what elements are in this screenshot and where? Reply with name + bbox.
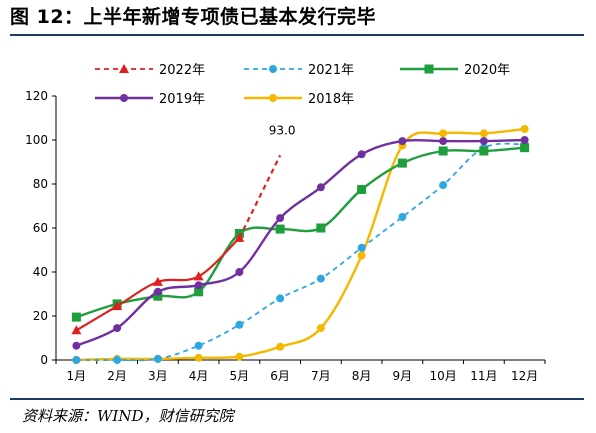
- data-point: [316, 183, 325, 192]
- data-point: [71, 312, 81, 322]
- data-point: [194, 287, 204, 297]
- data-point: [439, 129, 448, 138]
- data-point: [439, 137, 448, 146]
- x-tick-label: 1月: [67, 369, 87, 383]
- data-point: [71, 325, 82, 335]
- series-line: [76, 127, 525, 362]
- x-tick-label: 8月: [352, 369, 372, 383]
- legend-swatch-marker: [269, 65, 277, 73]
- x-tick-label: 11月: [470, 369, 497, 383]
- data-point: [152, 276, 163, 286]
- series-2022: 93.0: [71, 123, 296, 335]
- data-point: [276, 294, 285, 303]
- data-point: [357, 251, 366, 260]
- series-line: [75, 138, 525, 347]
- x-tick-label: 12月: [511, 369, 538, 383]
- data-point: [194, 281, 203, 290]
- legend-label: 2019年: [159, 92, 205, 107]
- title-rule: [10, 34, 584, 36]
- data-point: [153, 287, 162, 296]
- y-tick-label: 100: [25, 133, 48, 147]
- legend-label: 2018年: [308, 92, 354, 107]
- data-point: [316, 324, 325, 333]
- chart-axes: 0 20 40 60 80 100 120 1月 2月 3月 4月 5月 6月 7月 8月 9月 10月 11月 1…: [25, 89, 546, 383]
- y-tick-label: 0: [40, 353, 48, 367]
- figure-title: 图 12：上半年新增专项债已基本发行完毕: [10, 6, 377, 28]
- data-point: [194, 353, 203, 362]
- legend-swatch-marker: [119, 64, 129, 73]
- data-point: [357, 243, 366, 252]
- legend-item-2019: 2019年: [95, 92, 205, 107]
- data-point: [72, 356, 81, 364]
- data-point: [153, 354, 162, 363]
- data-point: [316, 274, 325, 283]
- legend-label: 2022年: [159, 63, 205, 78]
- legend-label: 2020年: [464, 63, 510, 78]
- chart-legend: 2022年 2021年 2020年 2019年 2018年: [95, 63, 510, 107]
- data-point: [398, 213, 407, 221]
- data-point: [113, 356, 122, 364]
- data-point: [439, 181, 448, 190]
- series-2018: [72, 125, 529, 364]
- y-tick-label: 60: [33, 221, 48, 235]
- data-point: [276, 214, 285, 223]
- series-line: [76, 142, 525, 362]
- data-point: [235, 320, 244, 329]
- series-2021: [72, 140, 529, 364]
- data-label: 93.0: [269, 123, 296, 137]
- data-point: [520, 136, 529, 144]
- y-tick-label: 40: [33, 265, 48, 279]
- data-point: [479, 129, 488, 138]
- x-tick-label: 3月: [148, 369, 168, 383]
- y-tick-label: 120: [25, 89, 48, 103]
- x-tick-label: 4月: [189, 369, 209, 383]
- x-tick-label: 9月: [393, 369, 413, 383]
- data-point: [193, 271, 204, 281]
- data-point: [275, 224, 285, 234]
- x-tick-label: 5月: [230, 369, 250, 383]
- legend-label: 2021年: [308, 63, 354, 78]
- series-2019: [72, 136, 529, 350]
- data-point: [398, 137, 407, 146]
- x-tick-label: 6月: [270, 369, 290, 383]
- legend-item-2022: 2022年: [95, 63, 205, 78]
- legend-swatch-marker: [269, 94, 277, 102]
- data-point: [479, 137, 488, 146]
- data-point: [357, 150, 366, 159]
- legend-item-2021: 2021年: [244, 63, 354, 78]
- data-point: [234, 232, 245, 242]
- data-point: [397, 158, 407, 168]
- data-point: [235, 352, 244, 361]
- series-line-projection: [238, 154, 282, 239]
- y-tick-label: 80: [33, 177, 48, 191]
- data-point: [72, 341, 81, 350]
- legend-item-2020: 2020年: [400, 63, 510, 78]
- data-point: [113, 324, 122, 333]
- y-tick-label: 20: [33, 309, 48, 323]
- legend-item-2018: 2018年: [244, 92, 354, 107]
- data-point: [357, 185, 367, 194]
- source-rule: [10, 398, 584, 400]
- data-point: [194, 341, 203, 350]
- x-tick-label: 10月: [429, 369, 456, 383]
- series-line: [76, 146, 525, 319]
- data-point: [316, 223, 326, 233]
- data-point: [438, 146, 448, 156]
- data-point: [153, 291, 163, 301]
- legend-swatch-marker: [120, 94, 128, 102]
- series-2020: [71, 143, 530, 322]
- data-point: [479, 146, 489, 156]
- data-point: [520, 125, 529, 133]
- legend-swatch-marker: [424, 64, 434, 74]
- x-tick-label: 2月: [107, 369, 127, 383]
- data-point: [112, 301, 123, 311]
- data-point: [520, 143, 530, 153]
- x-tick-label: 7月: [311, 369, 331, 383]
- data-point: [276, 342, 285, 351]
- source-note: 资料来源：WIND，财信研究院: [22, 407, 234, 425]
- chart-series: 93.0: [71, 123, 530, 364]
- data-point: [235, 268, 244, 276]
